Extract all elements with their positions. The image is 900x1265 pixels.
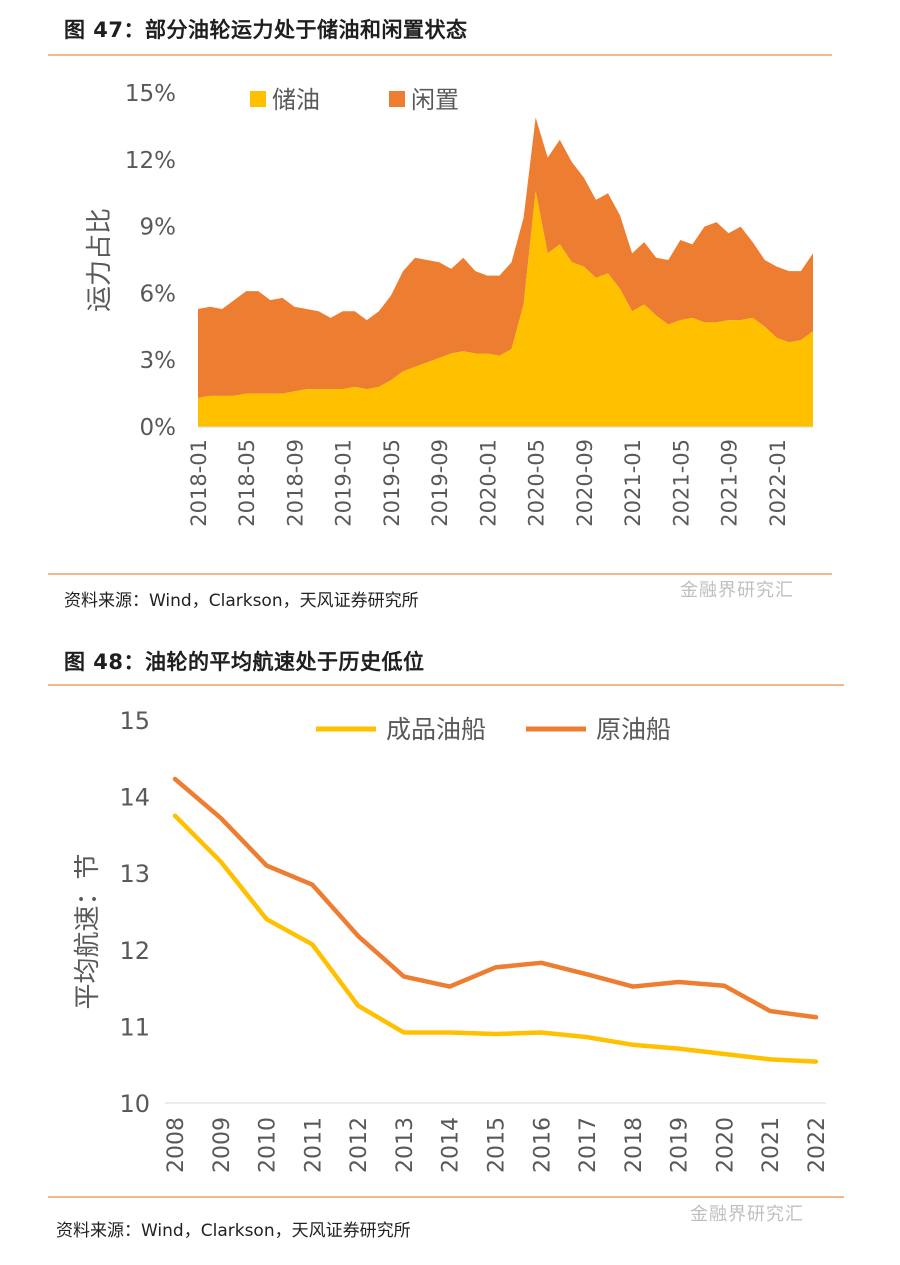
- y-tick-label: 13: [119, 860, 150, 888]
- y-tick-label: 14: [119, 784, 150, 812]
- x-tick-label: 2014: [439, 1117, 464, 1173]
- figure-47-watermark: 金融界研究汇: [680, 580, 794, 601]
- x-tick-label: 2015: [485, 1117, 510, 1173]
- storage-idle-area-chart: 0% 3% 6% 9% 12% 15% 运力占比 2018-01 2018-05 2018-09 2…: [85, 81, 813, 527]
- x-tick-label: 2018-05: [235, 439, 259, 527]
- legend-label-product-tanker: 成品油船: [386, 715, 486, 744]
- x-tick-label: 2022-01: [766, 439, 790, 527]
- x-tick-label: 2019-05: [380, 439, 404, 527]
- x-tick-label: 2019-01: [332, 439, 356, 527]
- x-tick-label: 2020-01: [476, 439, 500, 527]
- idle-area: [198, 117, 813, 399]
- figure-47-title-rule: [48, 54, 832, 56]
- x-tick-label: 2018-01: [187, 439, 211, 527]
- y-tick-label: 3%: [140, 348, 177, 374]
- x-tick-label: 2021: [759, 1117, 784, 1173]
- x-tick-label: 2012: [347, 1117, 372, 1173]
- legend-swatch-idle: [389, 91, 405, 107]
- legend-label-storage: 储油: [272, 86, 320, 114]
- y-tick-label: 10: [119, 1090, 150, 1118]
- x-tick-label: 2019: [668, 1117, 693, 1173]
- y-tick-label: 12: [119, 937, 150, 965]
- y-tick-label: 15%: [125, 81, 176, 107]
- x-tick-label: 2020: [713, 1117, 738, 1173]
- figure-48-source: 资料来源：Wind，Clarkson，天风证券研究所: [56, 1221, 411, 1241]
- figure-48-title-rule: [48, 684, 844, 686]
- figure-47-bottom-rule: [48, 573, 832, 575]
- x-tick-label: 2018: [622, 1117, 647, 1173]
- x-tick-label: 2013: [393, 1117, 418, 1173]
- x-tick-label: 2021-05: [669, 439, 693, 527]
- x-tick-label: 2018-09: [283, 439, 307, 527]
- y-tick-label: 9%: [140, 215, 177, 241]
- x-tick-label: 2020-09: [573, 439, 597, 527]
- storage-area: [198, 190, 813, 427]
- x-tick-label: 2021-01: [621, 439, 645, 527]
- x-tick-label: 2016: [530, 1117, 555, 1173]
- y-tick-label: 12%: [125, 148, 176, 174]
- y-axis-label: 运力占比: [85, 208, 115, 312]
- y-axis-label: 平均航速：节: [73, 853, 103, 1009]
- y-tick-label: 6%: [140, 281, 177, 307]
- legend-label-idle: 闲置: [411, 86, 459, 114]
- figure-48-title: 图 48：油轮的平均航速处于历史低位: [64, 650, 425, 674]
- x-tick-label: 2009: [210, 1117, 235, 1173]
- x-tick-label: 2011: [301, 1117, 326, 1173]
- x-tick-label: 2010: [256, 1117, 281, 1173]
- legend-label-crude-tanker: 原油船: [596, 715, 671, 744]
- y-tick-label: 15: [119, 707, 150, 735]
- crude-tanker-line: [172, 776, 819, 1020]
- figure-47-source: 资料来源：Wind，Clarkson，天风证券研究所: [64, 591, 419, 611]
- figure-47-title: 图 47：部分油轮运力处于储油和闲置状态: [64, 18, 468, 42]
- y-tick-label: 11: [119, 1013, 150, 1041]
- legend-swatch-storage: [250, 91, 266, 107]
- x-tick-label: 2017: [576, 1117, 601, 1173]
- figure-48-watermark: 金融界研究汇: [690, 1204, 804, 1225]
- product-tanker-line: [172, 813, 819, 1064]
- x-tick-label: 2019-09: [428, 439, 452, 527]
- x-tick-label: 2021-09: [718, 439, 742, 527]
- x-tick-label: 2020-05: [525, 439, 549, 527]
- x-tick-label: 2022: [805, 1117, 830, 1173]
- y-tick-label: 0%: [140, 415, 177, 441]
- figure-48-bottom-rule: [48, 1196, 844, 1198]
- x-tick-label: 2008: [164, 1117, 189, 1173]
